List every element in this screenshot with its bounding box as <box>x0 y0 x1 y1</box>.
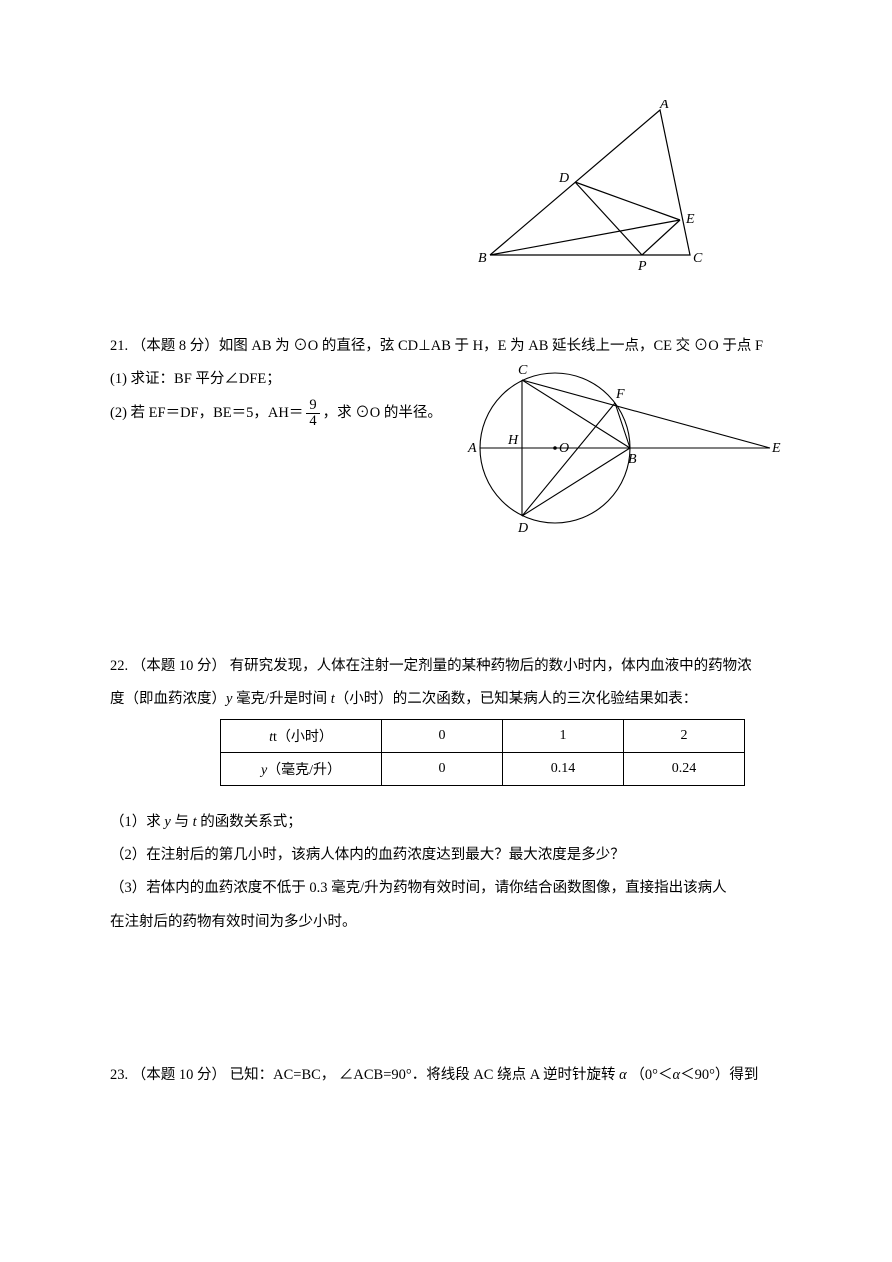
table-row2-label: y（毫克/升） <box>221 752 382 785</box>
svg-text:B: B <box>628 452 637 467</box>
table-cell: 0.14 <box>503 752 624 785</box>
q22-p3: （3）若体内的血药浓度不低于 0.3 毫克/升为药物有效时间，请你结合函数图像，… <box>110 872 790 905</box>
table-cell: 1 <box>503 719 624 752</box>
table-row1-label: tt（小时） <box>221 719 382 752</box>
q22-header: 22. （本题 10 分） 有研究发现，人体在注射一定剂量的某种药物后的数小时内… <box>110 650 790 683</box>
table-cell: 0.24 <box>624 752 745 785</box>
q21-part2-pre: (2) 若 EF＝DF，BE＝5，AH＝ <box>110 397 303 430</box>
q22-p3b: 在注射后的药物有效时间为多少小时。 <box>110 906 790 939</box>
q21-fraction: 9 4 <box>306 398 319 429</box>
svg-text:C: C <box>518 363 528 378</box>
q21-frac-num: 9 <box>306 398 319 414</box>
q22-header2: 度（即血药浓度）y 毫克/升是时间 t（小时）的二次函数，已知某病人的三次化验结… <box>110 683 790 716</box>
table-cell: 0 <box>382 719 503 752</box>
q22-table: tt（小时） 0 1 2 y（毫克/升） 0 0.14 0.24 <box>220 719 745 786</box>
q21-frac-den: 4 <box>306 414 319 429</box>
svg-text:F: F <box>615 387 625 402</box>
q23-header: 23. （本题 10 分） 已知：AC=BC， ∠ACB=90°．将线段 AC … <box>110 1059 790 1092</box>
svg-text:A: A <box>467 441 477 456</box>
svg-text:E: E <box>771 441 781 456</box>
svg-text:H: H <box>507 433 519 448</box>
q22-p2: （2）在注射后的第几小时，该病人体内的血药浓度达到最大？最大浓度是多少？ <box>110 839 790 872</box>
q22-p1: （1）求 y 与 t 的函数关系式； <box>110 806 790 839</box>
q21-part2-post: ，求 ⊙O 的半径。 <box>323 397 442 430</box>
svg-text:D: D <box>517 521 528 536</box>
table-cell: 0 <box>382 752 503 785</box>
table-cell: 2 <box>624 719 745 752</box>
svg-text:O: O <box>559 441 569 456</box>
q21-figure: A B E C D F H O <box>460 348 790 553</box>
